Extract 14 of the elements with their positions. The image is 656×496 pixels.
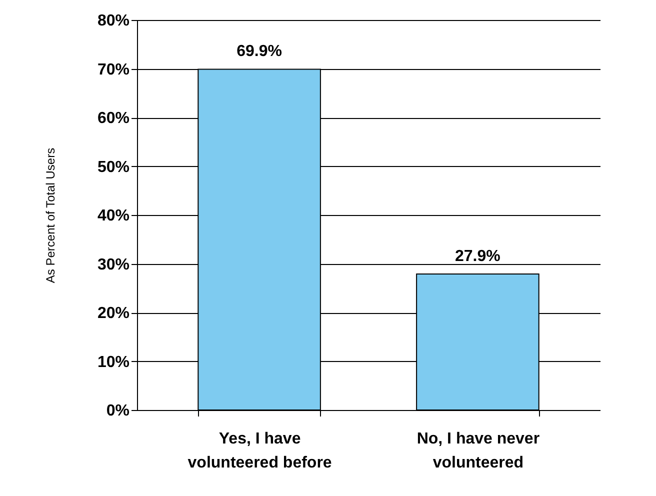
- y-tick-label: 20%: [97, 305, 130, 322]
- y-tick-label: 30%: [97, 256, 130, 274]
- data-label: 27.9%: [455, 248, 500, 265]
- y-axis-title: As Percent of Total Users: [43, 148, 58, 284]
- x-tick-label: Yes, I have volunteered before: [188, 430, 332, 472]
- data-label: 69.9%: [236, 43, 282, 60]
- y-tick-label: 10%: [97, 354, 130, 371]
- y-tick-label: 0%: [106, 402, 130, 420]
- y-tick-label: 40%: [97, 208, 130, 224]
- y-tick-label: 50%: [97, 158, 130, 176]
- x-tick-label: No, I have never volunteered: [416, 430, 540, 472]
- y-tick-label: 60%: [97, 110, 130, 127]
- y-tick-label: 70%: [97, 61, 130, 78]
- y-tick-label: 80%: [97, 12, 130, 30]
